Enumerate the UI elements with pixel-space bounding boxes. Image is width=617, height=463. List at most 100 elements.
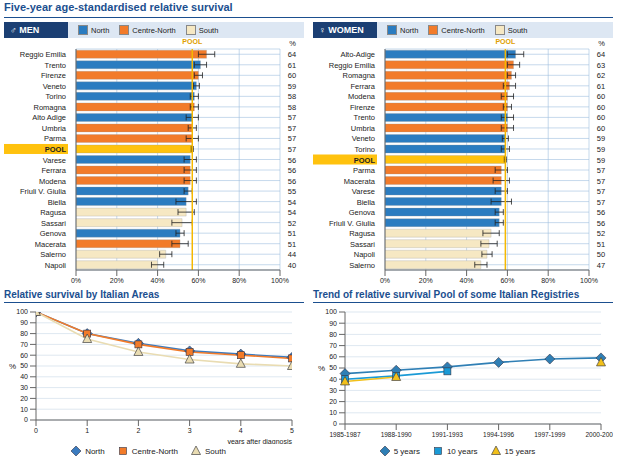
svg-text:Sassari: Sassari	[350, 240, 375, 249]
svg-text:56: 56	[597, 219, 605, 228]
svg-text:years after diagnosis: years after diagnosis	[227, 438, 292, 444]
svg-text:90: 90	[329, 320, 337, 327]
svg-text:20%: 20%	[419, 277, 433, 284]
svg-text:Romagna: Romagna	[33, 103, 66, 112]
svg-text:Veneto: Veneto	[43, 82, 66, 91]
svg-text:Trento: Trento	[45, 61, 66, 70]
svg-text:Biella: Biella	[357, 198, 376, 207]
svg-text:Napoli: Napoli	[354, 250, 376, 259]
svg-text:80%: 80%	[232, 277, 246, 284]
svg-text:Friuli V. Giulia: Friuli V. Giulia	[329, 219, 376, 228]
svg-text:57: 57	[597, 166, 605, 175]
svg-text:30: 30	[20, 384, 28, 391]
svg-text:Reggio Emilia: Reggio Emilia	[20, 50, 67, 59]
svg-text:%: %	[9, 362, 16, 371]
svg-text:47: 47	[597, 261, 605, 270]
svg-text:10: 10	[20, 406, 28, 413]
svg-text:Macerata: Macerata	[35, 240, 67, 249]
svg-text:10: 10	[329, 409, 337, 416]
svg-text:52: 52	[288, 219, 296, 228]
svg-text:Modena: Modena	[39, 177, 67, 186]
svg-text:80: 80	[329, 331, 337, 338]
svg-text:58: 58	[288, 103, 296, 112]
svg-text:Salerno: Salerno	[40, 250, 66, 259]
svg-text:40: 40	[288, 261, 296, 270]
svg-text:57: 57	[597, 177, 605, 186]
svg-text:Macerata: Macerata	[344, 177, 376, 186]
svg-text:Umbria: Umbria	[42, 124, 67, 133]
svg-text:64: 64	[597, 50, 605, 59]
svg-text:Friuli V. Giulia: Friuli V. Giulia	[20, 187, 67, 196]
svg-text:61: 61	[597, 82, 605, 91]
svg-text:63: 63	[597, 61, 605, 70]
svg-text:100: 100	[325, 308, 337, 315]
svg-text:57: 57	[288, 113, 296, 122]
svg-text:Reggio Emilia: Reggio Emilia	[329, 61, 376, 70]
svg-text:0: 0	[34, 427, 38, 434]
svg-text:0: 0	[24, 416, 28, 423]
svg-text:51: 51	[288, 229, 296, 238]
svg-text:Ferrara: Ferrara	[350, 82, 375, 91]
svg-text:60%: 60%	[191, 277, 205, 284]
svg-text:%: %	[318, 364, 325, 373]
svg-text:1997-1999: 1997-1999	[534, 431, 565, 438]
svg-text:80%: 80%	[541, 277, 555, 284]
svg-text:1991-1993: 1991-1993	[432, 431, 463, 438]
svg-text:2: 2	[136, 427, 140, 434]
svg-text:POOL: POOL	[45, 145, 67, 154]
svg-text:Umbria: Umbria	[351, 124, 376, 133]
svg-text:30: 30	[329, 387, 337, 394]
svg-text:1988-1990: 1988-1990	[381, 431, 412, 438]
svg-text:Alto-Adige: Alto-Adige	[340, 50, 375, 59]
svg-text:40%: 40%	[151, 277, 165, 284]
svg-text:Ferrara: Ferrara	[41, 166, 66, 175]
svg-text:Biella: Biella	[48, 198, 67, 207]
svg-text:59: 59	[597, 156, 605, 165]
svg-text:Alto Adige: Alto Adige	[32, 113, 66, 122]
svg-text:56: 56	[288, 177, 296, 186]
svg-text:40: 40	[329, 376, 337, 383]
svg-text:Genova: Genova	[349, 208, 376, 217]
svg-text:2000-2002: 2000-2002	[585, 431, 609, 438]
svg-text:1: 1	[85, 427, 89, 434]
svg-text:54: 54	[288, 198, 296, 207]
svg-text:60: 60	[288, 71, 296, 80]
svg-text:Parma: Parma	[44, 134, 67, 143]
svg-text:62: 62	[597, 71, 605, 80]
svg-text:54: 54	[288, 208, 296, 217]
svg-text:100%: 100%	[580, 277, 598, 284]
svg-text:0%: 0%	[380, 277, 390, 284]
svg-text:60: 60	[597, 92, 605, 101]
svg-text:Firenze: Firenze	[350, 103, 375, 112]
svg-text:1994-1996: 1994-1996	[483, 431, 514, 438]
svg-text:Torino: Torino	[355, 145, 375, 154]
svg-text:POOL: POOL	[182, 38, 203, 45]
svg-text:57: 57	[288, 124, 296, 133]
svg-text:Ragusa: Ragusa	[349, 229, 376, 238]
svg-text:80: 80	[20, 330, 28, 337]
svg-text:POOL: POOL	[354, 156, 376, 165]
svg-text:20: 20	[329, 398, 337, 405]
svg-text:Varese: Varese	[43, 156, 66, 165]
svg-text:56: 56	[288, 156, 296, 165]
svg-text:58: 58	[288, 92, 296, 101]
svg-text:56: 56	[597, 208, 605, 217]
svg-text:0: 0	[333, 420, 337, 427]
svg-text:50: 50	[329, 364, 337, 371]
svg-text:60: 60	[597, 124, 605, 133]
svg-text:56: 56	[288, 166, 296, 175]
svg-text:Varese: Varese	[352, 187, 375, 196]
svg-text:40%: 40%	[460, 277, 474, 284]
svg-text:70: 70	[20, 341, 28, 348]
svg-text:57: 57	[288, 145, 296, 154]
svg-text:Napoli: Napoli	[45, 261, 67, 270]
svg-text:51: 51	[288, 240, 296, 249]
svg-text:Salerno: Salerno	[349, 261, 375, 270]
svg-text:64: 64	[288, 50, 296, 59]
svg-text:59: 59	[597, 145, 605, 154]
svg-text:61: 61	[288, 61, 296, 70]
svg-text:59: 59	[288, 82, 296, 91]
svg-text:60: 60	[597, 113, 605, 122]
svg-text:1985-1987: 1985-1987	[329, 431, 360, 438]
svg-text:Veneto: Veneto	[352, 134, 375, 143]
